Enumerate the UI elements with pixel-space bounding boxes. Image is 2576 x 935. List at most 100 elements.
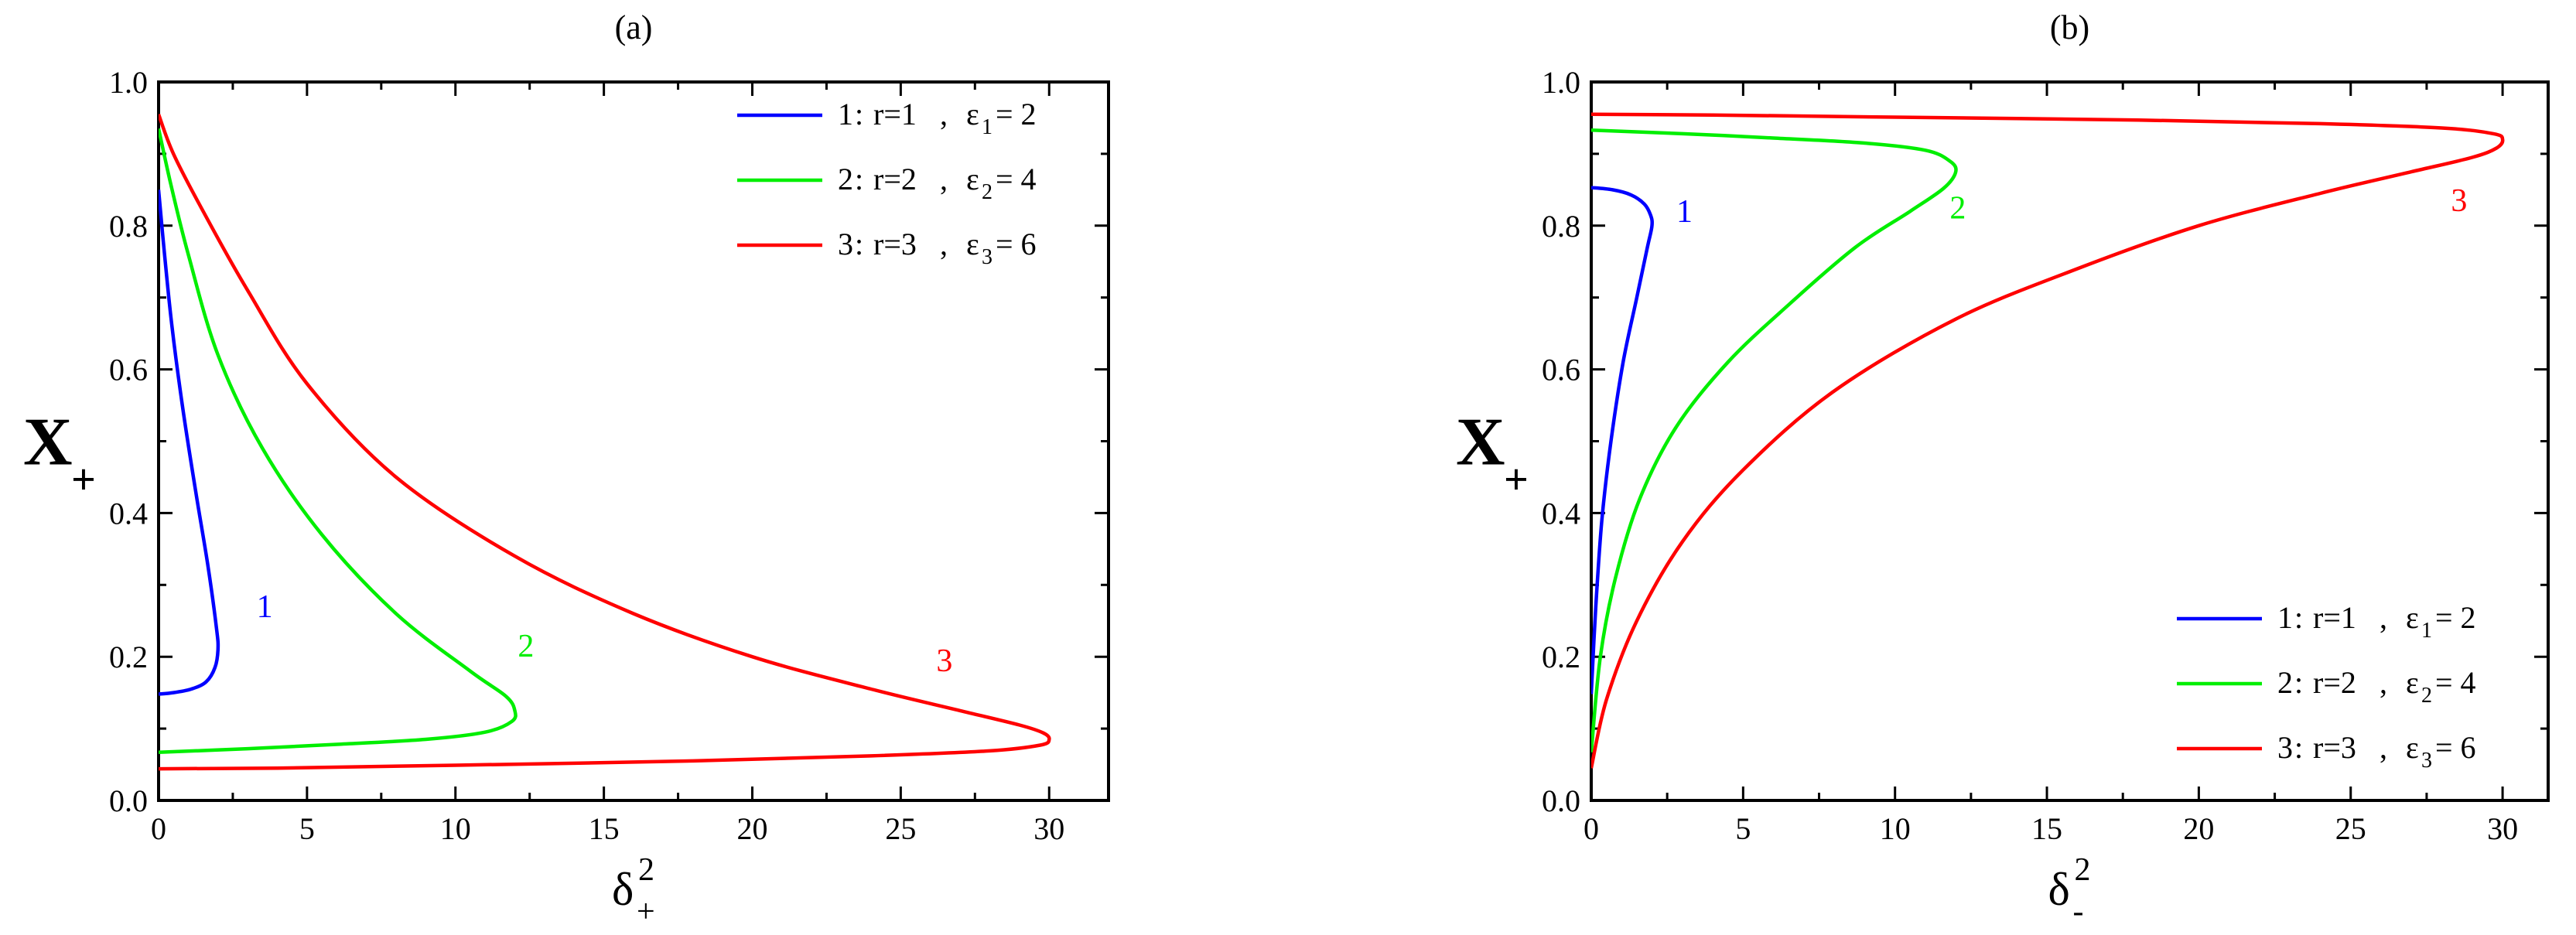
- legend: 1: r=1, ε 1 = 22: r=2, ε 2 = 43: r=3, ε 3 = 6: [2177, 600, 2476, 773]
- legend-num: 2: [838, 162, 853, 196]
- legend-num: 1: [838, 97, 853, 131]
- series-line-1: [159, 189, 220, 696]
- y-tick-label: 0.6: [1542, 353, 1580, 387]
- legend-value: = 2: [2435, 600, 2476, 635]
- legend-num: 3: [2277, 730, 2293, 765]
- series-line-2: [159, 128, 518, 755]
- curve-label-3: 3: [936, 643, 952, 679]
- y-tick-label: 0.4: [1542, 496, 1580, 531]
- legend-colon: :: [855, 97, 863, 131]
- legend-colon: :: [855, 227, 863, 261]
- legend-r: r=2: [873, 162, 917, 196]
- panel-label: (b): [2050, 9, 2089, 46]
- legend-value: = 6: [2435, 730, 2476, 765]
- x-axis-label-sub: -: [2073, 894, 2084, 930]
- legend-comma: ,: [2380, 665, 2387, 700]
- series-group: [159, 114, 1051, 771]
- series-line-2: [1591, 128, 1958, 753]
- legend-eps: ε: [966, 162, 979, 196]
- legend-value: = 2: [996, 97, 1037, 131]
- legend-eps: ε: [2406, 665, 2419, 700]
- legend-comma: ,: [2380, 730, 2387, 765]
- x-tick-label: 10: [440, 811, 471, 846]
- legend-r: r=3: [873, 227, 917, 261]
- legend-r: r=2: [2313, 665, 2356, 700]
- x-tick-label: 15: [589, 811, 620, 846]
- y-tick-label: 0.4: [109, 496, 148, 531]
- legend-eps-sub: 2: [2421, 684, 2432, 708]
- y-tick-label: 1.0: [1542, 65, 1580, 100]
- panel-label: (a): [615, 9, 653, 46]
- y-tick-label: 0.6: [109, 353, 148, 387]
- y-axis-label: X: [23, 405, 73, 480]
- y-tick-label: 0.2: [1542, 640, 1580, 674]
- legend-eps-sub: 3: [2421, 749, 2432, 773]
- legend-comma: ,: [940, 227, 948, 261]
- x-axis-label: δ: [2048, 864, 2070, 915]
- x-axis-label-sub: +: [637, 894, 655, 930]
- x-tick-label: 30: [1033, 811, 1064, 846]
- x-tick-label: 10: [1880, 811, 1911, 846]
- curve-label-3: 3: [2451, 183, 2467, 219]
- chart-panel-a: (a)0 5 10 15 20 25 300.00.20.40.60.81.0X+δ 2+12…: [23, 9, 1110, 930]
- x-tick-label: 15: [2031, 811, 2062, 846]
- series-line-3: [1591, 112, 2505, 769]
- x-tick-label: 20: [737, 811, 768, 846]
- curve-label-2: 2: [518, 629, 534, 664]
- chart-panel-b: (b)0 5 10 15 20 25 300.00.20.40.60.81.0X+δ 2-1 2…: [1456, 9, 2550, 930]
- y-tick-label: 0.8: [109, 209, 148, 244]
- x-tick-label: 20: [2183, 811, 2214, 846]
- legend-num: 3: [838, 227, 853, 261]
- y-tick-label: 0.0: [109, 783, 148, 818]
- legend-value: = 4: [2435, 665, 2476, 700]
- series-line-3: [159, 114, 1051, 771]
- x-tick-label: 25: [885, 811, 916, 846]
- y-axis-label: X: [1456, 405, 1505, 480]
- legend-eps-sub: 1: [982, 115, 992, 139]
- legend-comma: ,: [940, 162, 948, 196]
- curve-label-1: 1: [1676, 194, 1693, 230]
- series-group: [1591, 112, 2505, 769]
- legend-num: 1: [2277, 600, 2293, 635]
- legend-colon: :: [2294, 730, 2303, 765]
- x-axis-label-sup: 2: [638, 852, 654, 888]
- series-line-1: [1591, 186, 1654, 694]
- y-tick-label: 0.0: [1542, 783, 1580, 818]
- legend-r: r=3: [2313, 730, 2356, 765]
- y-tick-label: 1.0: [109, 65, 148, 100]
- x-tick-label: 0: [1584, 811, 1599, 846]
- legend-eps-sub: 1: [2421, 619, 2432, 643]
- legend-eps: ε: [966, 227, 979, 261]
- y-tick-label: 0.8: [1542, 209, 1580, 244]
- x-axis-label: δ: [612, 864, 634, 915]
- legend-value: = 4: [996, 162, 1037, 196]
- legend-eps-sub: 3: [982, 245, 992, 269]
- legend-r: r=1: [873, 97, 917, 131]
- curve-label-2: 2: [1949, 191, 1966, 227]
- x-tick-label: 30: [2487, 811, 2518, 846]
- legend-eps: ε: [966, 97, 979, 131]
- curve-label-1: 1: [257, 589, 273, 625]
- legend-eps: ε: [2406, 600, 2419, 635]
- x-tick-label: 5: [299, 811, 315, 846]
- legend-comma: ,: [2380, 600, 2387, 635]
- legend-colon: :: [855, 162, 863, 196]
- plot-frame: [1590, 80, 2550, 802]
- x-tick-label: 5: [1735, 811, 1751, 846]
- legend-num: 2: [2277, 665, 2293, 700]
- y-tick-label: 0.2: [109, 640, 148, 674]
- y-axis-label-sub: +: [71, 456, 96, 504]
- legend-value: = 6: [996, 227, 1037, 261]
- legend-colon: :: [2294, 665, 2303, 700]
- legend-colon: :: [2294, 600, 2303, 635]
- x-tick-label: 25: [2335, 811, 2366, 846]
- legend-eps-sub: 2: [982, 180, 992, 204]
- legend: 1: r=1, ε 1 = 22: r=2, ε 2 = 43: r=3, ε 3 = 6: [737, 97, 1037, 269]
- x-axis-label-sup: 2: [2075, 852, 2091, 888]
- legend-comma: ,: [940, 97, 948, 131]
- y-axis-label-sub: +: [1504, 456, 1529, 504]
- legend-eps: ε: [2406, 730, 2419, 765]
- legend-r: r=1: [2313, 600, 2356, 635]
- x-tick-label: 0: [151, 811, 166, 846]
